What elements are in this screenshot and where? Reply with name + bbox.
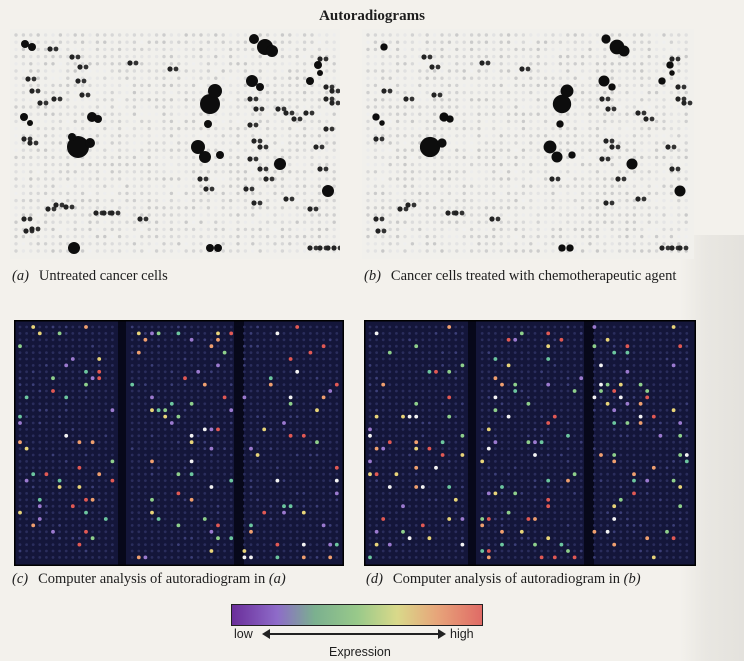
caption-a: (a) Untreated cancer cells bbox=[12, 267, 332, 285]
figure-title: Autoradiograms bbox=[0, 8, 744, 25]
caption-b-letter: (b) bbox=[364, 268, 381, 284]
computer-analysis-c bbox=[14, 320, 344, 566]
legend-double-arrow-icon bbox=[264, 633, 444, 635]
caption-c-letter: (c) bbox=[12, 571, 28, 587]
caption-c: (c) Computer analysis of autoradiogram in… bbox=[12, 570, 352, 588]
legend-low-label: low bbox=[234, 627, 253, 641]
caption-a-letter: (a) bbox=[12, 268, 29, 284]
caption-d-ref: (b) bbox=[624, 571, 641, 587]
expression-color-scale bbox=[231, 604, 483, 626]
caption-d-text: Computer analysis of autoradiogram in bbox=[393, 571, 620, 587]
caption-d: (d) Computer analysis of autoradiogram in… bbox=[366, 570, 706, 588]
caption-b-text: Cancer cells treated with chemotherapeut… bbox=[391, 267, 681, 285]
autoradiogram-a bbox=[10, 29, 340, 259]
caption-d-letter: (d) bbox=[366, 571, 383, 587]
caption-a-text: Untreated cancer cells bbox=[39, 268, 168, 284]
caption-c-ref: (a) bbox=[269, 571, 286, 587]
computer-analysis-d bbox=[364, 320, 696, 566]
caption-b: (b) Cancer cells treated with chemotherap… bbox=[364, 267, 684, 285]
legend-title: Expression bbox=[329, 645, 391, 659]
legend-high-label: high bbox=[450, 627, 474, 641]
caption-c-text: Computer analysis of autoradiogram in bbox=[38, 571, 265, 587]
autoradiogram-b bbox=[362, 29, 694, 259]
